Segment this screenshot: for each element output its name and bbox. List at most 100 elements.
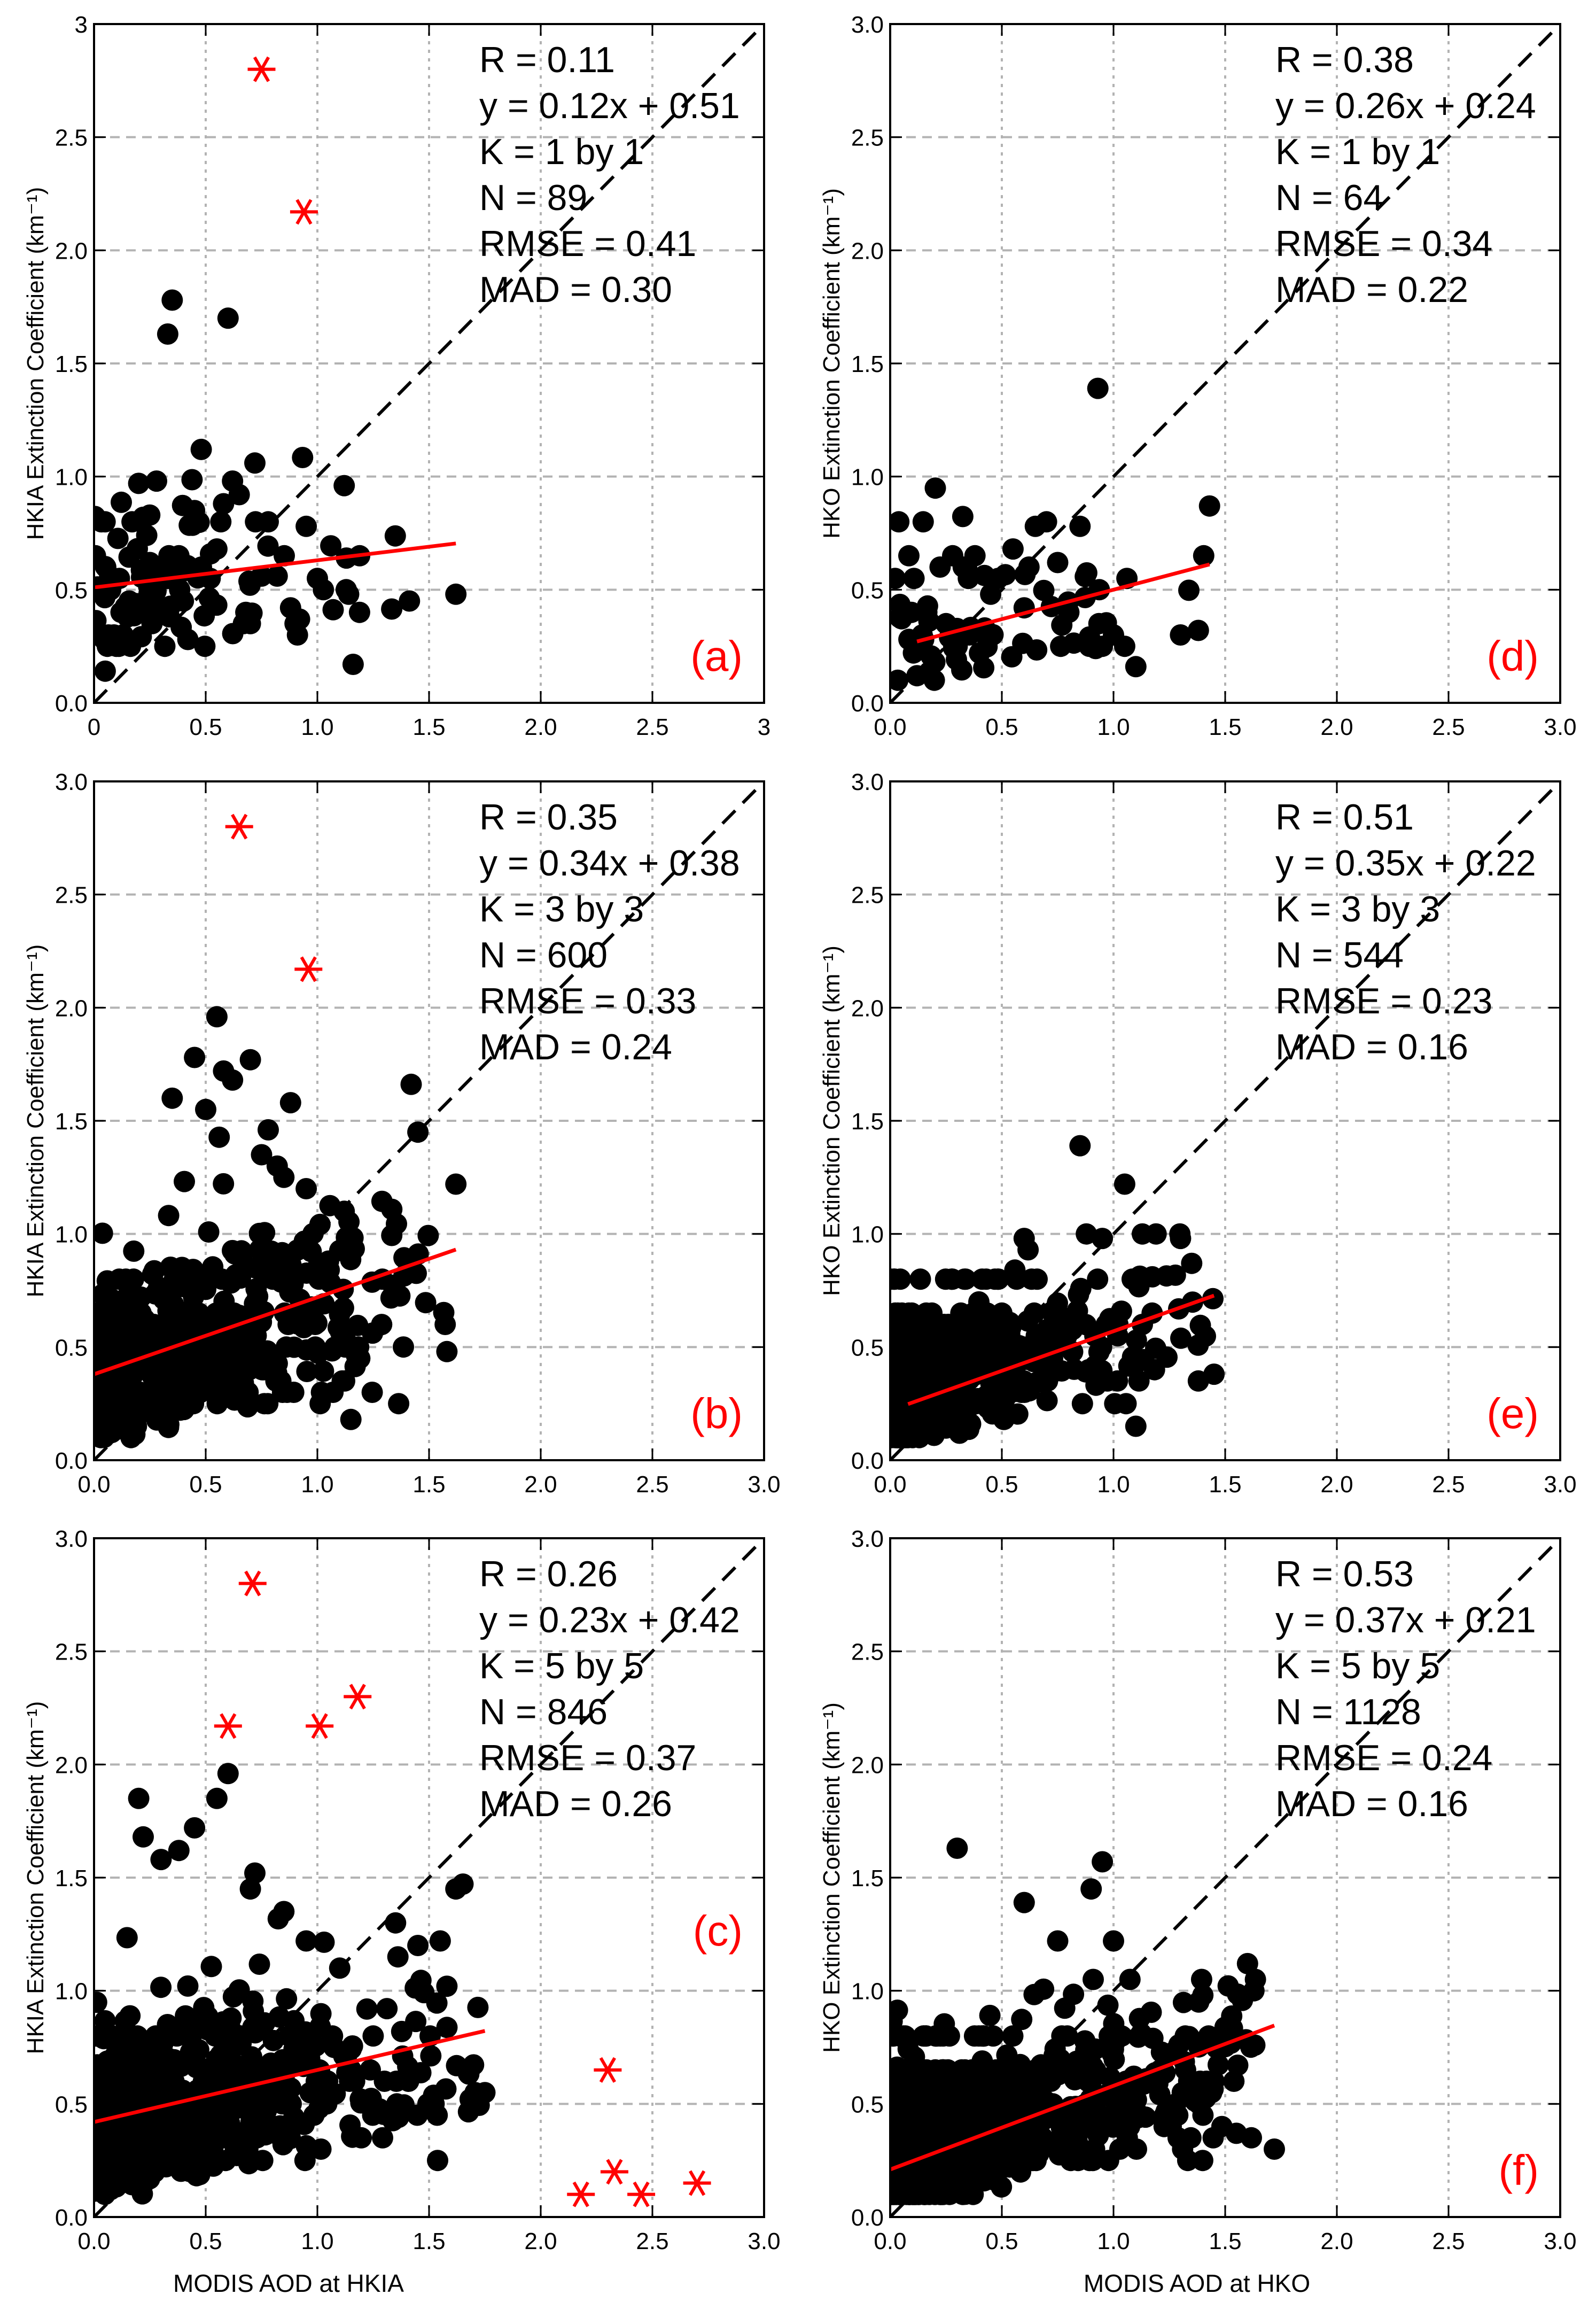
data-point (407, 1121, 429, 1143)
data-point (1007, 1403, 1029, 1425)
outlier-marker (290, 199, 318, 225)
data-point (393, 1336, 414, 1358)
data-point (248, 1954, 270, 1975)
data-point (946, 635, 968, 657)
stat-line: RMSE = 0.41 (479, 223, 696, 264)
data-point (436, 1340, 458, 1362)
data-point (112, 624, 134, 646)
data-point (1063, 2059, 1085, 2081)
data-point (1172, 2138, 1194, 2160)
data-point (890, 511, 910, 533)
data-point (1084, 2138, 1105, 2160)
data-point (467, 1996, 489, 2018)
x-tick-label: 2.5 (1432, 1471, 1465, 1498)
x-tick-label: 0.0 (874, 1471, 906, 1498)
x-tick-label: 2.0 (1320, 714, 1353, 740)
y-tick-label: 1.0 (851, 464, 884, 491)
data-point (245, 1356, 267, 1378)
y-tick-label: 1.5 (851, 351, 884, 377)
data-point (968, 2025, 990, 2047)
data-point (415, 1292, 437, 1314)
y-axis-title: HKIA Extinction Coefficient (km⁻¹) (22, 187, 49, 540)
data-point (320, 535, 342, 557)
x-tick-label: 1.5 (1209, 1471, 1241, 1498)
stat-line: MAD = 0.22 (1275, 269, 1468, 310)
data-point (133, 1826, 154, 1848)
data-point (94, 545, 106, 567)
data-point (406, 2104, 428, 2126)
y-tick-label: 0.5 (851, 2091, 884, 2118)
data-point (963, 2143, 985, 2165)
plot-area (890, 24, 1560, 703)
y-tick-label: 3.0 (55, 1526, 88, 1552)
data-point (206, 538, 228, 560)
chart-panel-a: 0 0.5 1.0 1.5 2.0 2.5 3 0.0 0.5 1.0 1.5 2.0 2.5 3 HKIA… (22, 12, 770, 740)
data-point (295, 1262, 317, 1284)
data-point (230, 2025, 252, 2047)
data-point (257, 1393, 279, 1415)
data-point (1187, 619, 1209, 641)
data-point (924, 477, 946, 499)
data-point (1009, 2085, 1031, 2107)
data-point (917, 1303, 939, 1325)
data-point (1017, 1310, 1039, 1332)
data-point (1070, 1277, 1092, 1299)
stat-line: K = 3 by 3 (1275, 889, 1440, 929)
data-point (1097, 1994, 1119, 2016)
data-point (1013, 1228, 1035, 1250)
data-point (384, 525, 406, 547)
data-point (400, 1073, 422, 1095)
data-point (107, 528, 129, 549)
data-point (94, 2174, 110, 2196)
data-point (893, 2025, 914, 2047)
y-tick-label: 1.5 (55, 351, 88, 377)
data-point (1202, 1288, 1224, 1309)
stat-line: R = 0.35 (479, 797, 618, 838)
data-point (208, 1126, 230, 1148)
x-tick-label: 2.5 (1432, 2228, 1465, 2254)
data-point (904, 2082, 925, 2104)
data-point (912, 511, 934, 533)
data-point (279, 1092, 301, 1114)
data-point (258, 1119, 279, 1141)
stat-line: R = 0.11 (479, 40, 615, 80)
data-point (956, 1399, 978, 1421)
data-point (924, 651, 946, 673)
data-point (244, 452, 266, 474)
y-tick-label: 1.0 (851, 1222, 884, 1248)
stat-line: RMSE = 0.23 (1275, 981, 1492, 1021)
data-point (116, 606, 138, 628)
data-point (1018, 556, 1040, 578)
data-point (924, 2162, 946, 2183)
data-point (1015, 2147, 1037, 2168)
data-point (341, 2126, 363, 2147)
data-point (1069, 515, 1091, 537)
stat-line: N = 64 (1275, 177, 1383, 218)
data-point (348, 1336, 370, 1358)
stat-line: y = 0.37x + 0.21 (1275, 1600, 1536, 1640)
data-point (1178, 579, 1200, 601)
y-tick-label: 2.5 (851, 1639, 884, 1665)
stat-line: y = 0.23x + 0.42 (479, 1600, 740, 1640)
stat-line: y = 0.12x + 0.51 (479, 86, 740, 126)
data-point (1103, 1930, 1124, 1952)
data-point (1026, 1371, 1048, 1393)
y-tick-label: 1.5 (851, 1865, 884, 1892)
data-point (435, 2078, 457, 2100)
data-point (184, 1817, 206, 1839)
data-point (332, 1297, 354, 1319)
data-point (307, 568, 328, 590)
data-point (203, 2155, 224, 2177)
data-point (123, 2138, 145, 2160)
data-point (1130, 2022, 1152, 2044)
data-point (380, 1287, 402, 1309)
data-point (130, 626, 152, 648)
data-point (150, 1977, 172, 1998)
y-tick-label: 0.5 (55, 577, 88, 603)
data-point (1047, 552, 1069, 573)
y-tick-label: 2.5 (851, 882, 884, 909)
y-tick-label: 0.0 (851, 1448, 884, 1474)
data-point (334, 1370, 355, 1392)
data-point (251, 1144, 273, 1166)
data-point (964, 545, 986, 567)
